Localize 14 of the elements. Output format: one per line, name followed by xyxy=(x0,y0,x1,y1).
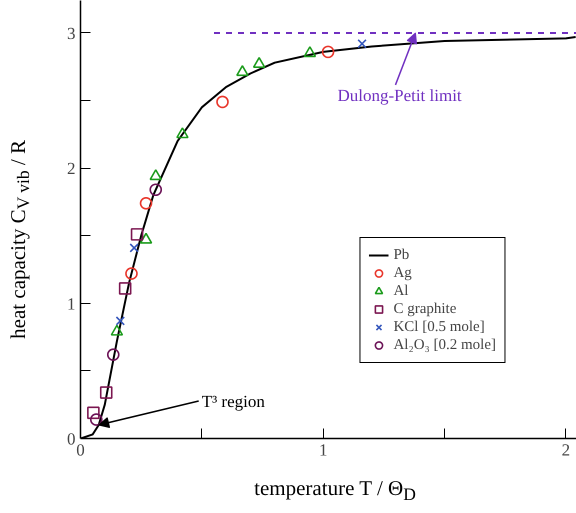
y-tick-label: 3 xyxy=(67,24,76,43)
legend-label: C graphite xyxy=(393,300,456,318)
legend-label: Ag xyxy=(393,264,413,282)
legend-label: Al₂O₃ [0.2 mole] xyxy=(393,336,496,354)
x-axis-title: temperature T / Θ$_{D}$ xyxy=(254,475,416,506)
y-tick-label: 1 xyxy=(67,294,76,314)
y-tick-label: 2 xyxy=(67,159,76,178)
legend-label: Al xyxy=(393,282,410,300)
x-tick-label: 1 xyxy=(318,440,328,460)
legend-label: KCl [0.5 mole] xyxy=(393,318,485,336)
annotation: Dulong-Petit limit xyxy=(337,86,462,105)
annotation: T³ region xyxy=(202,392,266,411)
legend-label: Pb xyxy=(393,246,410,264)
x-tick-label: 2 xyxy=(562,440,570,460)
